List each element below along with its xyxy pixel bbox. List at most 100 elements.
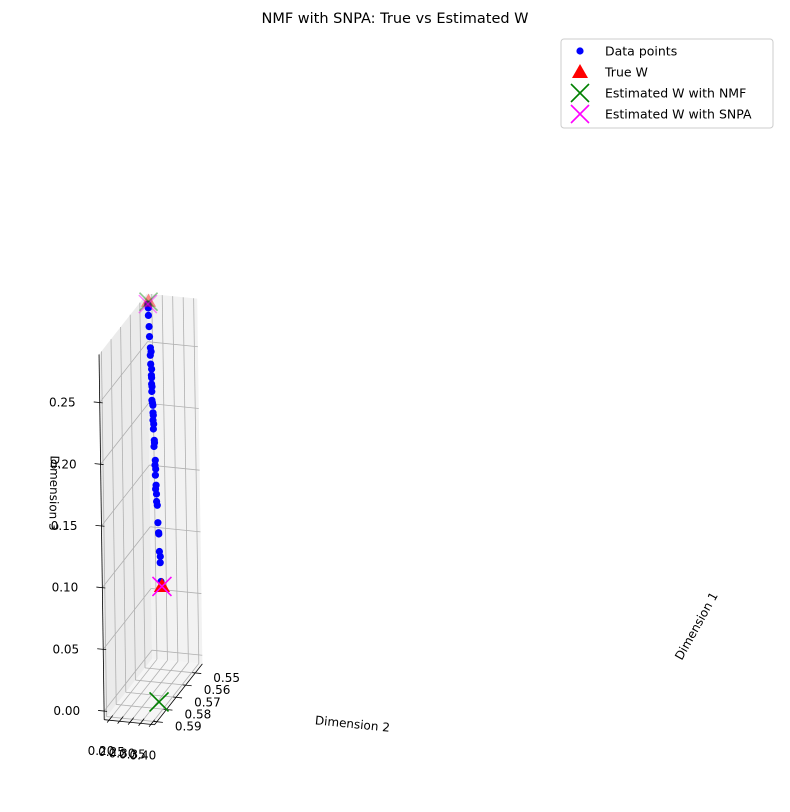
y-axis-label: Dimension 2 <box>314 713 390 735</box>
grid-line-y-floor <box>108 659 158 721</box>
y-tick-mark <box>148 719 155 728</box>
legend-label: True W <box>604 65 648 80</box>
grid-line-x-floor <box>135 679 186 686</box>
grid-line-z-back <box>148 402 199 409</box>
grid-line-z-side <box>99 341 148 403</box>
grid-line-z-back <box>147 341 198 348</box>
data-marks <box>138 292 173 712</box>
grid-line-z-back <box>150 526 201 533</box>
legend: Data points True W Estimated W with NMF Est… <box>560 38 774 129</box>
z-tick-mark <box>93 401 103 404</box>
z-tick-label: 0.15 <box>51 519 78 533</box>
x-tick-label: 0.55 <box>213 671 240 685</box>
data-point <box>145 323 153 331</box>
z-axis-line <box>98 354 105 720</box>
true-w-marker <box>153 578 170 592</box>
grid-line-y-wall <box>193 298 200 664</box>
z-tick-mark <box>98 710 108 712</box>
data-point <box>154 519 162 527</box>
y-tick-label: 0.30 <box>109 746 136 760</box>
legend-label: Estimated W with NMF <box>605 86 746 101</box>
y-tick-mark <box>138 718 145 726</box>
grid-line-z-side <box>101 464 150 527</box>
back-wall-pane <box>146 293 203 664</box>
data-point <box>156 559 164 567</box>
grid-line-x-wall <box>101 351 108 717</box>
x-axis-label: Dimension 1 <box>672 590 721 663</box>
data-point <box>148 387 156 396</box>
z-tick-label: 0.10 <box>52 581 79 595</box>
grid-line-z-side <box>100 403 149 465</box>
y-tick-label: 0.20 <box>88 744 115 758</box>
grid-line-x-floor <box>144 667 196 674</box>
grid-lines <box>99 294 203 725</box>
x-tick-label: 0.58 <box>185 708 212 722</box>
grid-line-y-floor <box>129 661 179 723</box>
legend-swatch-data-points <box>576 47 584 55</box>
grid-line-x-wall <box>110 339 117 705</box>
z-tick-mark <box>94 463 104 465</box>
legend-box <box>560 38 774 129</box>
z-tick-label: 0.05 <box>52 642 79 656</box>
y-tick-mark <box>117 716 124 724</box>
legend-swatch-true-w <box>572 64 588 78</box>
data-point <box>150 442 158 451</box>
grid-line-x-wall <box>120 326 127 693</box>
x-tick-mark <box>182 684 192 687</box>
grid-line-y-wall <box>182 297 189 663</box>
data-point <box>151 471 159 479</box>
y-tick-mark <box>127 717 134 725</box>
legend-swatch-snpa <box>570 104 590 124</box>
grid-line-x-wall <box>139 302 146 668</box>
z-tick-label: 0.20 <box>50 457 77 471</box>
grid-line-z-side <box>102 526 151 588</box>
y-tick-label: 0.25 <box>98 745 125 759</box>
x-tick-mark <box>163 708 173 711</box>
x-tick-mark <box>173 696 183 699</box>
data-point <box>156 552 164 561</box>
data-point <box>145 333 154 341</box>
x-tick-mark <box>192 672 202 674</box>
x-tick-mark <box>153 721 163 723</box>
y-tick-mark <box>106 715 114 723</box>
grid-line-y-wall <box>172 296 179 662</box>
data-point <box>148 365 156 373</box>
z-axis-label: Dimension 3 <box>46 455 61 530</box>
data-point <box>146 351 154 359</box>
grid-line-z-back <box>151 649 203 656</box>
data-point <box>149 425 157 433</box>
axis-ticks: 0.550.560.570.580.590.200.250.300.350.40… <box>49 396 240 763</box>
grid-line-z-side <box>103 649 153 712</box>
grid-line-y-floor <box>119 660 168 722</box>
data-point <box>148 374 156 382</box>
legend-swatch-nmf <box>570 83 590 103</box>
data-point <box>155 530 163 538</box>
grid-line-y-wall <box>161 295 168 661</box>
data-point <box>144 304 152 312</box>
data-point <box>153 501 161 509</box>
snpa-estimate-marker <box>138 294 158 314</box>
x-tick-label: 0.57 <box>194 695 221 709</box>
x-tick-label: 0.59 <box>175 720 202 734</box>
axes <box>98 354 203 726</box>
grid-line-x-wall <box>129 314 136 681</box>
data-point <box>152 490 161 498</box>
y-tick-label: 0.35 <box>119 747 146 761</box>
grid-line-z-side <box>102 588 152 650</box>
nmf-estimate-marker <box>138 292 159 312</box>
grid-line-y-floor <box>150 663 200 725</box>
data-point <box>149 401 157 409</box>
true-w-marker <box>140 293 157 307</box>
z-tick-label: 0.00 <box>53 704 80 718</box>
nmf-estimate-marker <box>148 691 170 712</box>
snpa-estimate-marker <box>151 576 173 597</box>
legend-label: Data points <box>605 44 677 59</box>
chart-title: NMF with SNPA: True vs Estimated W <box>261 11 528 27</box>
grid-line-x-floor <box>116 704 167 710</box>
data-point <box>152 465 160 473</box>
grid-line-y-floor <box>140 662 189 724</box>
grid-line-x-floor <box>106 716 157 723</box>
data-point <box>144 311 152 319</box>
z-tick-label: 0.25 <box>49 396 76 410</box>
